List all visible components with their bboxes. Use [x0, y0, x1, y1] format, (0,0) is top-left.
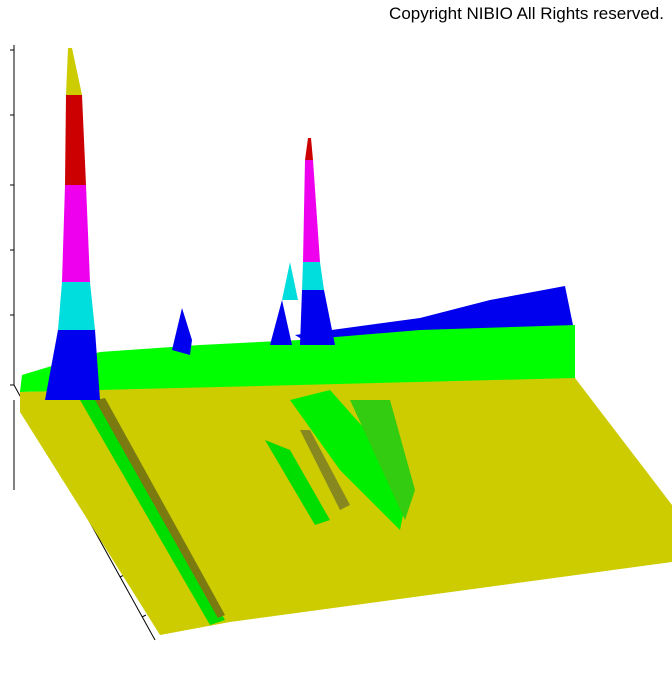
second-peak	[300, 138, 335, 345]
small-peak	[270, 300, 292, 345]
copyright: Copyright NIBIO All Rights reserved.	[389, 4, 664, 23]
floor-streaks	[80, 390, 415, 625]
small-peak	[282, 262, 298, 300]
small-peak	[172, 308, 192, 355]
large-peak	[45, 48, 100, 400]
green-band	[20, 325, 575, 392]
